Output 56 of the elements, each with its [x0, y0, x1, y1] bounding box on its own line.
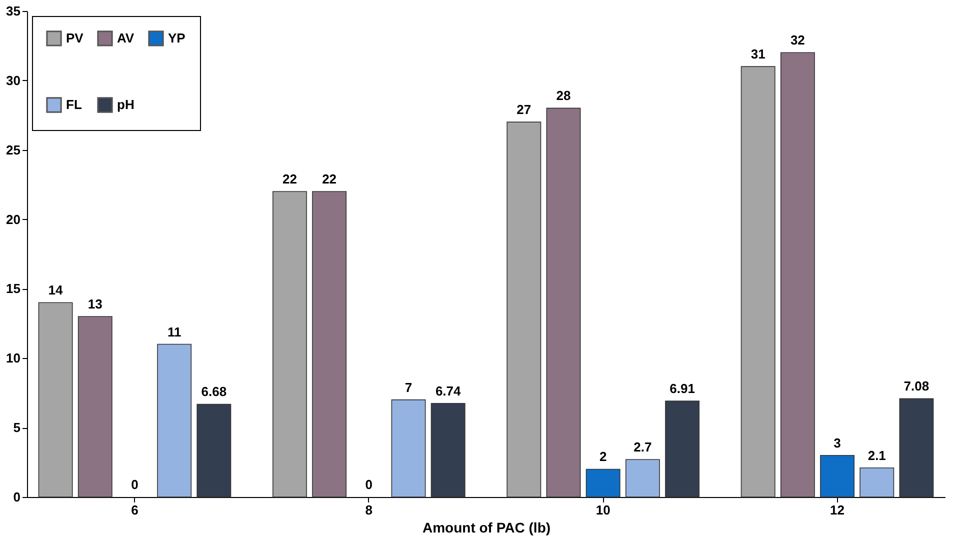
x-tick-label: 10	[596, 502, 610, 518]
bar	[780, 52, 815, 498]
y-tick-label: 10	[6, 350, 20, 366]
bar	[38, 302, 73, 498]
bar	[157, 344, 192, 498]
bar	[625, 459, 660, 498]
data-label: 22	[322, 172, 337, 187]
bar	[586, 468, 620, 498]
bar	[546, 108, 581, 498]
x-axis-title: Amount of PAC (lb)	[422, 520, 551, 536]
data-label: 32	[790, 32, 805, 48]
bar	[740, 66, 776, 498]
bar	[506, 122, 542, 498]
y-tick-label: 20	[6, 212, 20, 227]
data-label: 7	[404, 380, 412, 395]
bar	[391, 399, 426, 498]
data-label: 2.1	[868, 448, 886, 463]
legend-label: AV	[117, 30, 134, 46]
data-label: 2	[599, 449, 607, 464]
data-label: 0	[365, 477, 373, 492]
data-label: 11	[167, 324, 182, 340]
legend-label: YP	[168, 30, 186, 46]
y-tick-label: 25	[6, 142, 20, 158]
data-label: 3	[834, 435, 841, 450]
data-label: 2.7	[634, 440, 652, 455]
x-tick-label: 8	[365, 502, 373, 518]
legend-label: PV	[66, 30, 84, 46]
data-label: 27	[516, 102, 532, 118]
bar	[899, 398, 934, 498]
data-label: 6.91	[670, 381, 695, 396]
data-label: 28	[556, 88, 571, 104]
bar	[860, 467, 894, 498]
bar	[820, 454, 855, 498]
bar	[78, 316, 112, 498]
legend-label: pH	[117, 97, 134, 112]
y-tick-label: 35	[6, 4, 20, 18]
y-tick-label: 5	[13, 420, 20, 436]
bar	[196, 404, 232, 498]
data-label: 7.08	[904, 378, 930, 394]
x-tick-label: 6	[131, 502, 138, 518]
data-label: 0	[131, 477, 138, 492]
data-label: 14	[48, 282, 64, 298]
y-tick-label: 0	[13, 490, 20, 504]
bar	[312, 191, 347, 498]
data-label: 31	[750, 46, 766, 62]
data-label: 13	[88, 296, 102, 312]
data-label: 22	[282, 172, 297, 187]
y-tick-label: 30	[6, 72, 20, 88]
bar	[430, 403, 466, 498]
x-tick-label: 12	[830, 502, 845, 518]
legend-label: FL	[66, 97, 82, 112]
y-tick-label: 15	[6, 281, 20, 296]
data-label: 6.74	[435, 383, 462, 398]
bar	[665, 400, 700, 498]
bar	[272, 191, 307, 498]
data-label: 6.68	[201, 384, 227, 400]
